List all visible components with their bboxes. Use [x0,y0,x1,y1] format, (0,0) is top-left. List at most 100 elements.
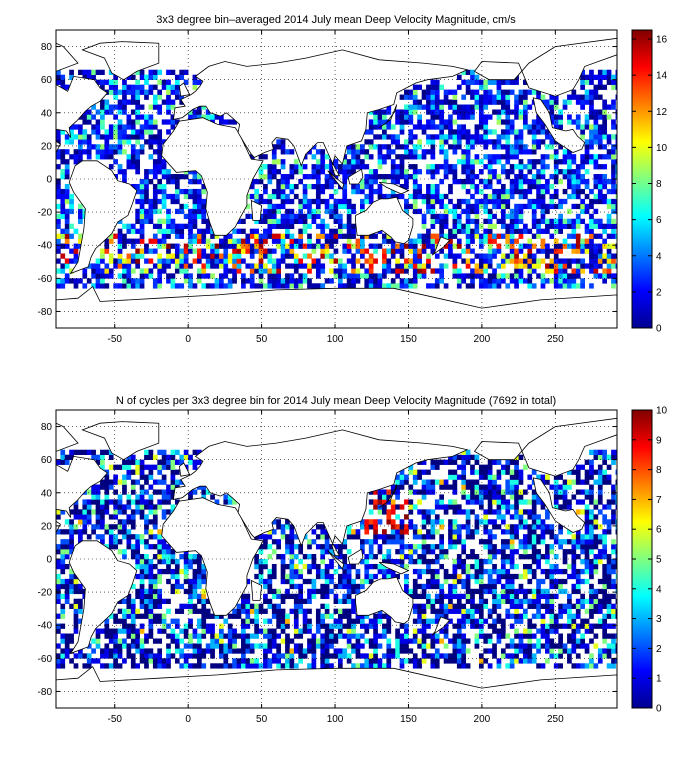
bin-cell [452,653,458,659]
bin-cell [461,183,467,190]
bin-cell [214,258,220,264]
bin-cell [421,104,427,110]
bin-cell [571,188,577,195]
bin-cell [86,643,92,649]
bin-cell [417,248,422,254]
bin-cell [139,124,145,130]
bin-cell [170,568,176,575]
bin-cell [161,119,167,125]
bin-cell [170,583,176,590]
bin-cell [514,144,519,150]
bin-cell [293,633,299,639]
bin-cell [315,628,321,634]
bin-cell [219,633,224,639]
bin-cell [324,248,330,254]
bin-cell [426,164,431,170]
bin-cell [452,233,458,239]
bin-cell [439,544,445,550]
bin-cell [329,633,334,639]
bin-cell [500,489,506,495]
bin-cell [597,258,603,264]
bin-cell [82,74,88,80]
bin-cell [382,623,387,629]
bin-cell [241,278,246,284]
bin-cell [307,593,312,600]
bin-cell [324,648,330,654]
bin-cell [373,633,378,639]
bin-cell [289,188,295,195]
bin-cell [298,559,304,565]
bin-cell [100,134,105,140]
bin-cell [126,519,132,525]
bin-cell [346,149,352,155]
bin-cell [540,198,546,205]
bin-cell [249,278,255,284]
bin-cell [135,588,141,595]
bin-cell [395,539,400,545]
bin-cell [289,529,295,535]
bin-cell [439,119,445,125]
bin-cell [108,154,114,160]
bin-cell [426,208,431,215]
bin-cell [452,504,458,510]
bin-cell [465,258,471,264]
bin-cell [148,583,154,590]
bin-cell [135,218,141,224]
bin-cell [139,504,145,510]
bin-cell [355,188,361,195]
bin-cell [412,273,418,279]
bin-cell [360,653,365,659]
bin-cell [289,554,295,560]
bin-cell [117,99,123,105]
bin-cell [311,593,317,600]
bin-cell [126,99,132,105]
bin-cell [567,183,572,190]
bin-cell [615,144,617,150]
bin-cell [430,174,436,180]
bin-cell [408,283,414,289]
bin-cell [360,263,365,269]
bin-cell [108,273,114,279]
bin-cell [315,159,321,165]
bin-cell [188,283,193,289]
bin-cell [166,213,171,220]
bin-cell [249,248,255,254]
bin-cell [439,84,445,90]
bin-cell [439,233,445,239]
bin-cell [430,169,436,175]
bin-cell [293,218,299,224]
bin-cell [263,663,268,669]
bin-cell [430,568,436,575]
bin-cell [531,139,537,145]
bin-cell [82,509,88,515]
bin-cell [364,613,370,619]
bin-cell [144,588,149,595]
bin-cell [276,218,281,224]
bin-cell [170,89,176,95]
bin-cell [553,263,559,269]
bin-cell [373,643,378,649]
bin-cell [91,509,96,515]
bin-cell [60,283,66,289]
bin-cell [139,514,145,520]
bin-cell [417,144,422,150]
bin-cell [452,633,458,639]
bin-cell [236,248,242,254]
bin-cell [179,94,185,100]
bin-cell [152,248,158,254]
bin-cell [386,193,392,200]
bin-cell [452,228,458,234]
bin-cell [320,583,326,590]
bin-cell [509,169,515,175]
bin-cell [448,504,453,510]
bin-cell [377,534,383,540]
bin-cell [474,499,480,505]
bin-cell [584,119,590,125]
bin-cell [307,268,312,274]
bin-cell [470,94,475,100]
bin-cell [166,179,171,185]
bin-cell [302,174,308,180]
bin-cell [351,253,356,259]
bin-cell [148,89,154,95]
bin-cell [130,183,136,190]
